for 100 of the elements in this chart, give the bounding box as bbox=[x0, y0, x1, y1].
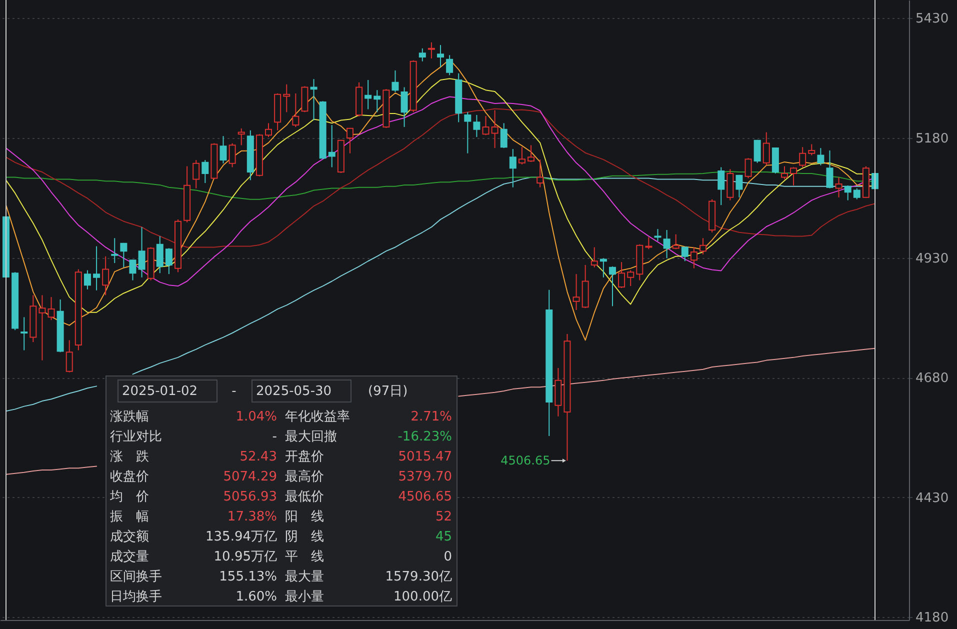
annotation: 155.13% bbox=[219, 570, 277, 584]
candlestick bbox=[780, 166, 788, 180]
annotation: 最小量 bbox=[285, 590, 324, 604]
candlestick bbox=[310, 78, 318, 121]
candlestick bbox=[346, 127, 354, 154]
annotation: 2025-05-30 bbox=[256, 384, 332, 399]
candlestick bbox=[428, 42, 435, 59]
candlestick bbox=[120, 242, 128, 268]
annotation: 日均换手 bbox=[110, 590, 162, 604]
annotation: 0 bbox=[444, 550, 452, 564]
annotation: 2.71% bbox=[410, 410, 452, 424]
candlestick bbox=[844, 184, 852, 201]
annotation: 1579.30亿 bbox=[385, 570, 452, 584]
candlestick bbox=[817, 148, 824, 166]
candlestick bbox=[509, 148, 516, 188]
annotation: 最大量 bbox=[285, 570, 324, 584]
candlestick bbox=[111, 238, 118, 264]
y-tick-label: 5430 bbox=[916, 12, 949, 27]
candlestick bbox=[762, 132, 770, 166]
candlestick bbox=[283, 84, 290, 113]
candlestick bbox=[718, 166, 725, 206]
candlestick bbox=[536, 159, 544, 188]
candlestick bbox=[826, 150, 834, 189]
annotation: 年化收益率 bbox=[285, 408, 350, 424]
candlestick bbox=[220, 136, 227, 164]
candlestick bbox=[790, 166, 798, 186]
annotation: 最大回撤 bbox=[285, 430, 337, 444]
candlestick bbox=[38, 294, 46, 361]
y-tick-label: 4680 bbox=[916, 371, 949, 386]
candlestick bbox=[301, 86, 308, 113]
candlestick bbox=[690, 246, 698, 269]
annotation: 行业对比 bbox=[110, 430, 162, 444]
candlestick bbox=[808, 144, 816, 156]
annotation: 4506.65 bbox=[398, 490, 452, 504]
candlestick bbox=[238, 128, 245, 146]
candlestick bbox=[500, 122, 508, 149]
candlestick bbox=[590, 246, 598, 268]
candlestick bbox=[156, 236, 164, 274]
annotation: 1.60% bbox=[236, 590, 277, 604]
annotation: - bbox=[272, 430, 278, 444]
candlestick bbox=[618, 262, 626, 288]
candlestick bbox=[835, 176, 842, 198]
candlestick bbox=[518, 146, 526, 165]
annotation: - bbox=[232, 384, 237, 399]
annotation: 5056.93 bbox=[223, 490, 277, 504]
candlestick bbox=[482, 115, 490, 136]
candlestick bbox=[654, 228, 662, 242]
candlestick bbox=[202, 160, 209, 184]
candlestick bbox=[681, 246, 688, 262]
candlestick bbox=[400, 86, 408, 128]
annotation: 振 幅 bbox=[110, 510, 149, 524]
candlestick bbox=[799, 146, 806, 168]
annotation: 成交量 bbox=[110, 548, 149, 564]
annotation: 最低价 bbox=[285, 490, 324, 504]
annotation: 成交额 bbox=[110, 528, 149, 544]
candlestick bbox=[292, 92, 300, 128]
candlestick bbox=[744, 158, 752, 179]
candlestick bbox=[627, 270, 634, 287]
annotation: 区间换手 bbox=[110, 570, 162, 584]
annotation: 均 价 bbox=[109, 490, 149, 504]
candlestick bbox=[129, 259, 136, 281]
candlestick bbox=[66, 340, 73, 373]
annotation: 10.95万亿 bbox=[214, 550, 277, 564]
candlestick bbox=[663, 229, 670, 259]
candlestick bbox=[20, 316, 28, 351]
annotation: 涨 跌 bbox=[110, 450, 149, 464]
candlestick bbox=[228, 142, 236, 168]
annotation: 4506.65 bbox=[500, 454, 550, 468]
candlestick bbox=[48, 296, 55, 321]
annotation: 阳 线 bbox=[285, 510, 324, 524]
annotation: 平 线 bbox=[285, 550, 324, 564]
candlestick bbox=[853, 188, 860, 200]
line-series bbox=[6, 108, 876, 248]
annotation: 135.94万亿 bbox=[206, 530, 277, 544]
candlestick bbox=[392, 70, 399, 92]
annotation: 1.04% bbox=[236, 410, 277, 424]
candlestick bbox=[608, 266, 616, 307]
candlestick bbox=[265, 122, 272, 138]
candlestick bbox=[328, 124, 336, 168]
candlestick bbox=[572, 274, 580, 310]
annotation: -16.23% bbox=[398, 430, 452, 444]
candlestick bbox=[473, 114, 480, 138]
candlestick bbox=[700, 238, 707, 255]
candlestick bbox=[772, 147, 779, 174]
candlestick bbox=[374, 90, 381, 113]
candlestick bbox=[528, 144, 535, 162]
annotation: 5015.47 bbox=[398, 450, 452, 464]
annotation: 2025-01-02 bbox=[122, 384, 198, 399]
candlestick bbox=[418, 48, 426, 62]
candlestick bbox=[600, 258, 607, 278]
annotation: 52 bbox=[435, 510, 452, 524]
candlestick bbox=[672, 234, 680, 250]
candlestick bbox=[726, 168, 734, 201]
candlestick bbox=[102, 256, 110, 296]
candlestick bbox=[464, 112, 472, 154]
annotation: (97日) bbox=[368, 384, 408, 399]
annotation: 52.43 bbox=[240, 450, 277, 464]
annotation: 涨跌幅 bbox=[110, 410, 149, 424]
candlestick bbox=[364, 80, 372, 110]
candlestick bbox=[437, 44, 444, 68]
